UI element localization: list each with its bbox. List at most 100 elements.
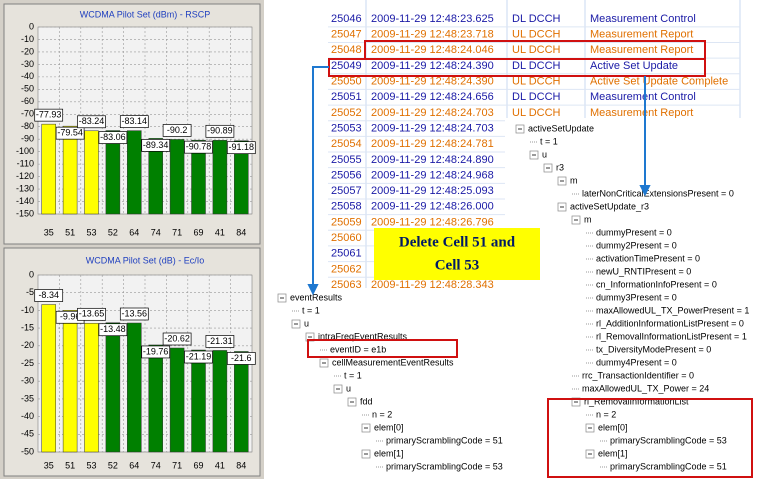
y-tick-label: -50 [21,84,34,94]
tree-leaf: rrc_TransactionIdentifier = 0 [582,370,694,380]
tree-leaf: cn_InformationInfoPresent = 0 [596,279,717,289]
row-time: 2009-11-29 12:48:24.703 [371,122,494,134]
highlight-boxes [307,40,753,478]
y-tick-label: -110 [17,159,34,169]
chart-title: WCDMA Pilot Set (dBm) - RSCP [80,9,211,19]
row-message: Active Set Update [590,60,678,72]
y-tick-label: -50 [21,446,34,456]
data-label: -21.6 [231,353,252,363]
x-tick-label: 84 [236,227,246,237]
x-tick-label: 51 [65,460,75,470]
row-id: 25053 [331,122,362,134]
bar [62,310,78,453]
tree-leaf: primaryScramblingCode = 51 [610,461,727,471]
tree-leaf: t = 1 [540,136,558,146]
x-tick-label: 52 [108,460,118,470]
row-time: 2009-11-29 12:48:24.890 [371,154,494,166]
row-time: 2009-11-29 12:48:24.046 [371,44,494,56]
data-label: -13.56 [122,308,148,318]
row-id: 25051 [331,91,362,103]
bar [41,123,56,215]
row-time: 2009-11-29 12:48:23.718 [371,29,494,41]
tree-node: elem[1] [374,448,404,458]
data-label: -90.2 [167,125,188,135]
data-label-box [184,140,213,154]
row-time: 2009-11-29 12:48:24.781 [371,138,494,150]
arrow [312,66,329,287]
tree-leaf: n = 2 [372,409,392,419]
row-time: 2009-11-29 12:48:24.390 [371,60,494,72]
row-message: Measurement Control [590,91,696,103]
arrow-head [639,185,651,197]
left-tree-pane [272,288,512,479]
tree-leaf: primaryScramblingCode = 53 [610,435,727,445]
x-tick-label: 51 [65,227,75,237]
row-id: 25048 [331,44,362,56]
y-tick-label: -20 [21,46,34,56]
row-direction: UL DCCH [512,76,561,88]
data-label-box [98,131,128,144]
bar [169,347,185,453]
row-id: 25049 [331,60,362,72]
row-id: 25062 [331,263,362,275]
x-tick-label: 64 [129,227,139,237]
data-label-box [77,307,106,321]
y-tick-label: -30 [21,376,34,386]
row-direction: DL DCCH [512,13,561,25]
tree-leaf: dummyPresent = 0 [596,227,672,237]
tree-leaf: rl_RemovalInformationListPresent = 1 [596,331,747,341]
data-label: -89.34 [143,140,169,150]
data-label-box [205,335,235,348]
row-message: Measurement Report [590,44,693,56]
y-tick-label: -150 [16,208,34,218]
bar [41,304,56,453]
bar [105,130,121,215]
row-time: 2009-11-29 12:48:23.625 [371,13,494,25]
row-time: 2009-11-29 12:48:28.343 [371,279,494,291]
tree-leaf: dummy4Present = 0 [596,357,677,367]
bar [84,323,99,453]
bar [234,140,249,215]
row-direction: DL DCCH [512,91,561,103]
y-tick-label: -40 [21,71,34,81]
tree-node: cellMeasurementEventResults [332,357,454,367]
row-id: 25063 [331,279,362,291]
y-tick-label: -80 [21,121,34,131]
data-label-box [34,289,64,302]
x-tick-label: 53 [86,227,96,237]
data-label: -83.06 [100,132,126,142]
tree-node: activeSetUpdate [528,123,594,133]
y-tick-label: -5 [26,287,34,297]
data-label: -19.76 [143,346,169,356]
tree-leaf: newU_RNTIPresent = 0 [596,266,691,276]
tree-leaf: tx_DiversityModePresent = 0 [596,344,711,354]
tree-node: r3 [556,162,564,172]
bar [127,322,142,453]
chart-title: WCDMA Pilot Set (dB) - Ec/Io [86,255,205,265]
bar [105,322,121,453]
data-label-box [141,139,171,152]
data-label: -13.48 [100,324,126,334]
tree-node: activeSetUpdate_r3 [570,201,649,211]
x-tick-label: 52 [108,227,118,237]
data-label-box [98,323,128,337]
y-tick-label: -30 [21,59,34,69]
data-label: -83.24 [79,116,105,126]
data-label: -8.34 [38,290,59,300]
y-tick-label: -100 [16,146,34,156]
tree-leaf: maxAllowedUL_TX_PowerPresent = 1 [596,305,749,315]
tree-node: rl_RemovalInformationList [584,396,689,406]
y-tick-label: -45 [21,429,34,439]
row-id: 25055 [331,154,362,166]
data-label: -21.19 [186,351,212,361]
data-label-box [226,141,256,155]
row-id: 25057 [331,185,362,197]
bar [212,140,228,215]
x-tick-label: 74 [151,227,161,237]
bar [148,138,163,215]
y-tick-label: -140 [16,196,34,206]
data-label: -83.14 [122,116,148,126]
y-tick-label: -40 [21,411,34,421]
data-label-box [226,352,256,365]
tree-node: elem[1] [598,448,628,458]
